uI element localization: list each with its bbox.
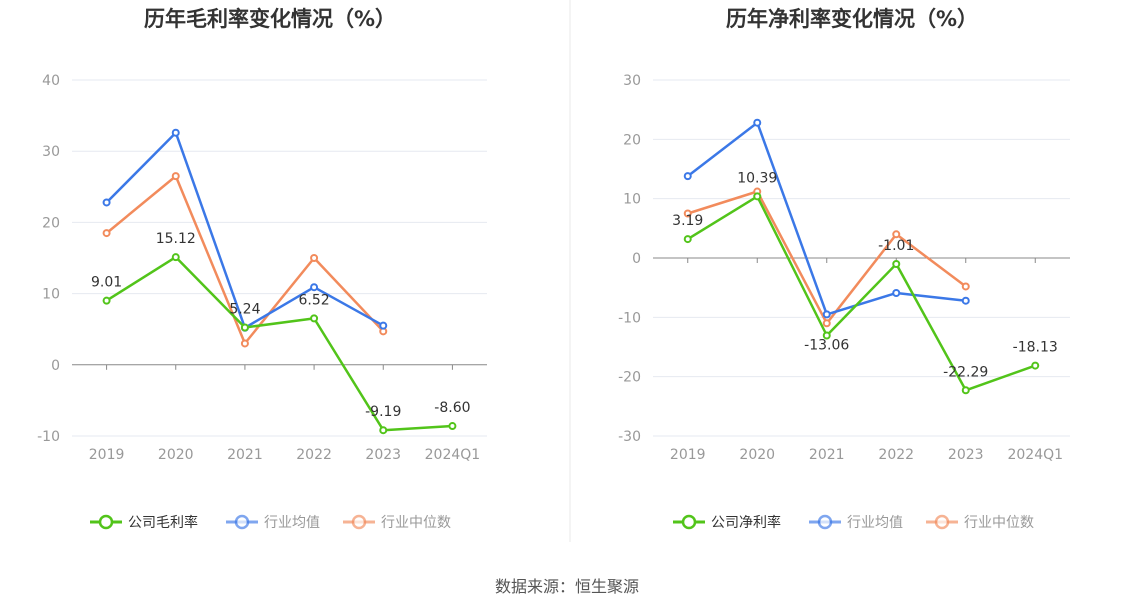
x-tick-label: 2019 xyxy=(670,447,706,463)
series-point-0[interactable] xyxy=(683,235,692,244)
series-point-2[interactable] xyxy=(683,209,692,218)
legend-item-1[interactable]: 行业均值 xyxy=(809,514,903,531)
legend-item-0[interactable]: 公司毛利率 xyxy=(90,514,198,531)
data-label: 3.19 xyxy=(672,213,703,229)
data-label: 9.01 xyxy=(91,275,122,291)
y-tick-label: 20 xyxy=(623,132,641,148)
y-tick-label: -10 xyxy=(618,310,641,326)
data-label: -22.29 xyxy=(943,364,988,380)
series-point-1[interactable] xyxy=(892,289,901,298)
series-point-0[interactable] xyxy=(822,331,831,340)
y-tick-label: 10 xyxy=(623,192,641,208)
source-note: 数据来源：恒生聚源 xyxy=(495,577,639,596)
chart-title: 历年净利率变化情况（%） xyxy=(726,7,978,31)
x-tick-label: 2021 xyxy=(809,447,845,463)
y-tick-label: 0 xyxy=(632,251,641,267)
legend-marker xyxy=(234,514,250,530)
x-tick-label: 2023 xyxy=(365,447,401,463)
data-label: 6.52 xyxy=(298,292,329,308)
y-tick-label: 0 xyxy=(51,358,60,374)
series-point-2[interactable] xyxy=(310,254,319,262)
series-point-2[interactable] xyxy=(892,230,901,239)
legend-item-1[interactable]: 行业均值 xyxy=(226,514,320,531)
legend-label: 行业均值 xyxy=(264,515,320,531)
data-label: -13.06 xyxy=(804,337,849,353)
series-point-1[interactable] xyxy=(171,128,180,137)
x-tick-label: 2020 xyxy=(739,447,775,463)
legend-item-2[interactable]: 行业中位数 xyxy=(343,514,451,531)
legend-marker xyxy=(98,514,114,530)
series-point-0[interactable] xyxy=(102,296,111,305)
x-tick-label: 2020 xyxy=(158,447,194,463)
net-margin-chart: 历年净利率变化情况（%） -30 -20 -10 0 10 20 30 2019 2020 2021… xyxy=(618,7,1070,531)
legend-marker xyxy=(934,514,950,530)
y-tick-label: 10 xyxy=(42,287,60,303)
series-point-0[interactable] xyxy=(961,386,970,395)
data-label: -18.13 xyxy=(1013,340,1058,356)
x-tick-label: 2022 xyxy=(296,447,332,463)
series-point-2[interactable] xyxy=(102,229,111,238)
legend-item-0[interactable]: 公司净利率 xyxy=(673,514,781,531)
series-point-0[interactable] xyxy=(310,314,319,323)
legend-label: 行业中位数 xyxy=(964,515,1034,531)
series-point-1[interactable] xyxy=(683,172,692,181)
legend-label: 公司毛利率 xyxy=(128,514,198,531)
series-point-0[interactable] xyxy=(379,426,388,435)
series-line-2 xyxy=(687,190,967,325)
x-tick-label: 2021 xyxy=(227,447,263,463)
series-line-2 xyxy=(105,174,385,345)
series-point-2[interactable] xyxy=(961,282,970,291)
series-point-1[interactable] xyxy=(961,296,970,305)
legend-marker xyxy=(351,514,367,530)
data-label: -9.19 xyxy=(365,404,401,420)
series-point-1[interactable] xyxy=(310,283,319,292)
data-label: 15.12 xyxy=(156,231,196,247)
y-tick-label: 40 xyxy=(42,73,60,89)
legend-label: 行业中位数 xyxy=(381,515,451,531)
y-tick-label: -10 xyxy=(37,429,60,445)
x-tick-label: 2022 xyxy=(878,447,914,463)
data-label: -8.60 xyxy=(434,400,470,416)
x-tick-label: 2024Q1 xyxy=(425,447,481,463)
series-line-0 xyxy=(105,255,453,432)
legend-item-2[interactable]: 行业中位数 xyxy=(926,514,1034,531)
series-point-0[interactable] xyxy=(240,323,249,332)
series-point-2[interactable] xyxy=(822,319,831,328)
y-tick-label: -20 xyxy=(618,370,641,386)
series-point-1[interactable] xyxy=(102,198,111,207)
series-point-2[interactable] xyxy=(240,339,249,348)
y-tick-label: 30 xyxy=(623,73,641,89)
series-point-0[interactable] xyxy=(448,422,457,431)
data-label: -1.01 xyxy=(878,238,914,254)
series-point-0[interactable] xyxy=(1031,361,1040,370)
data-label: 5.24 xyxy=(229,301,260,317)
gross-margin-chart: 历年毛利率变化情况（%） -10 0 10 20 30 40 2019 2020 2021 2022… xyxy=(37,7,487,531)
series-line-1 xyxy=(105,131,384,330)
series-point-1[interactable] xyxy=(822,310,831,319)
y-tick-label: -30 xyxy=(618,429,641,445)
legend-label: 公司净利率 xyxy=(711,514,781,531)
chart-title: 历年毛利率变化情况（%） xyxy=(144,7,396,31)
y-tick-label: 20 xyxy=(42,215,60,231)
x-tick-label: 2024Q1 xyxy=(1007,447,1063,463)
x-tick-label: 2023 xyxy=(948,447,984,463)
data-label: 10.39 xyxy=(737,170,777,186)
series-point-0[interactable] xyxy=(892,259,901,268)
legend-label: 行业均值 xyxy=(847,515,903,531)
series-point-1[interactable] xyxy=(753,118,762,127)
legend-marker xyxy=(817,514,833,530)
y-tick-label: 30 xyxy=(42,144,60,160)
legend-marker xyxy=(681,514,697,530)
series-point-1[interactable] xyxy=(379,321,388,330)
series-point-0[interactable] xyxy=(753,192,762,201)
series-line-0 xyxy=(687,195,1036,392)
series-point-2[interactable] xyxy=(171,172,180,181)
series-line-1 xyxy=(687,121,966,316)
x-tick-label: 2019 xyxy=(89,447,125,463)
series-point-0[interactable] xyxy=(171,253,180,262)
